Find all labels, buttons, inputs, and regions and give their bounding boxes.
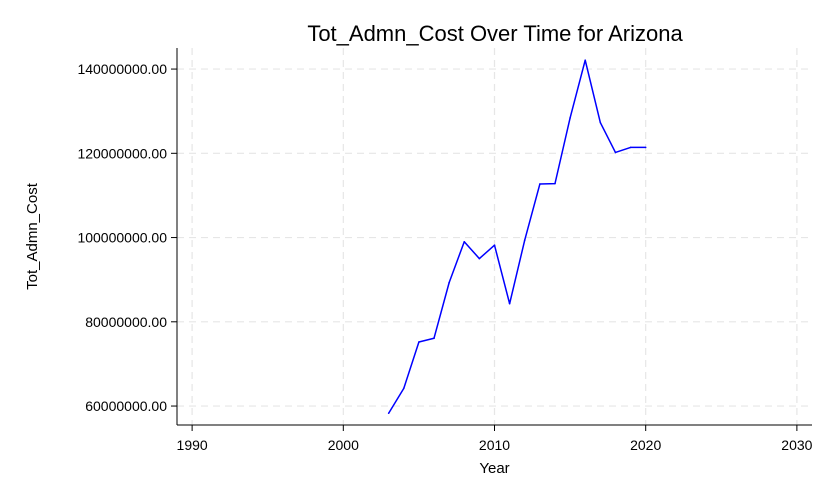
y-tick-label: 120000000.00 [77,145,167,161]
data-point [569,117,571,119]
data-point [418,341,420,343]
grid-lines [177,48,812,425]
x-tick-label: 1990 [177,437,208,453]
series-layer [387,59,647,415]
data-point [448,281,450,284]
y-axis-ticks: 60000000.00 80000000.00 100000000.00 120000… [77,61,177,414]
x-tick-label: 2000 [328,437,359,453]
x-tick-label: 2010 [479,437,510,453]
y-tick-label: 100000000.00 [77,230,167,246]
y-axis-title: Tot_Admn_Cost [24,182,41,290]
y-tick-label: 80000000.00 [85,314,167,330]
chart-title: Tot_Admn_Cost Over Time for Arizona [307,21,683,46]
data-point [539,183,541,185]
data-point [644,146,647,149]
x-axis-ticks: 1990 2000 2010 2020 2030 [177,425,813,453]
y-tick-label: 60000000.00 [85,398,167,414]
x-axis-title: Year [479,460,509,477]
data-point [387,412,390,415]
x-tick-label: 2020 [630,437,661,453]
data-point [629,146,632,149]
data-point [433,337,435,340]
data-point [402,387,405,390]
data-point [599,121,602,124]
data-point [614,151,617,154]
data-point [508,302,511,305]
data-point [584,59,587,62]
series-line [388,59,646,414]
data-point [478,257,481,260]
data-point [463,240,466,243]
data-point [523,239,526,241]
x-tick-label: 2030 [781,437,812,453]
y-tick-label: 140000000.00 [77,61,167,77]
data-point [554,182,556,185]
data-point [493,244,496,246]
